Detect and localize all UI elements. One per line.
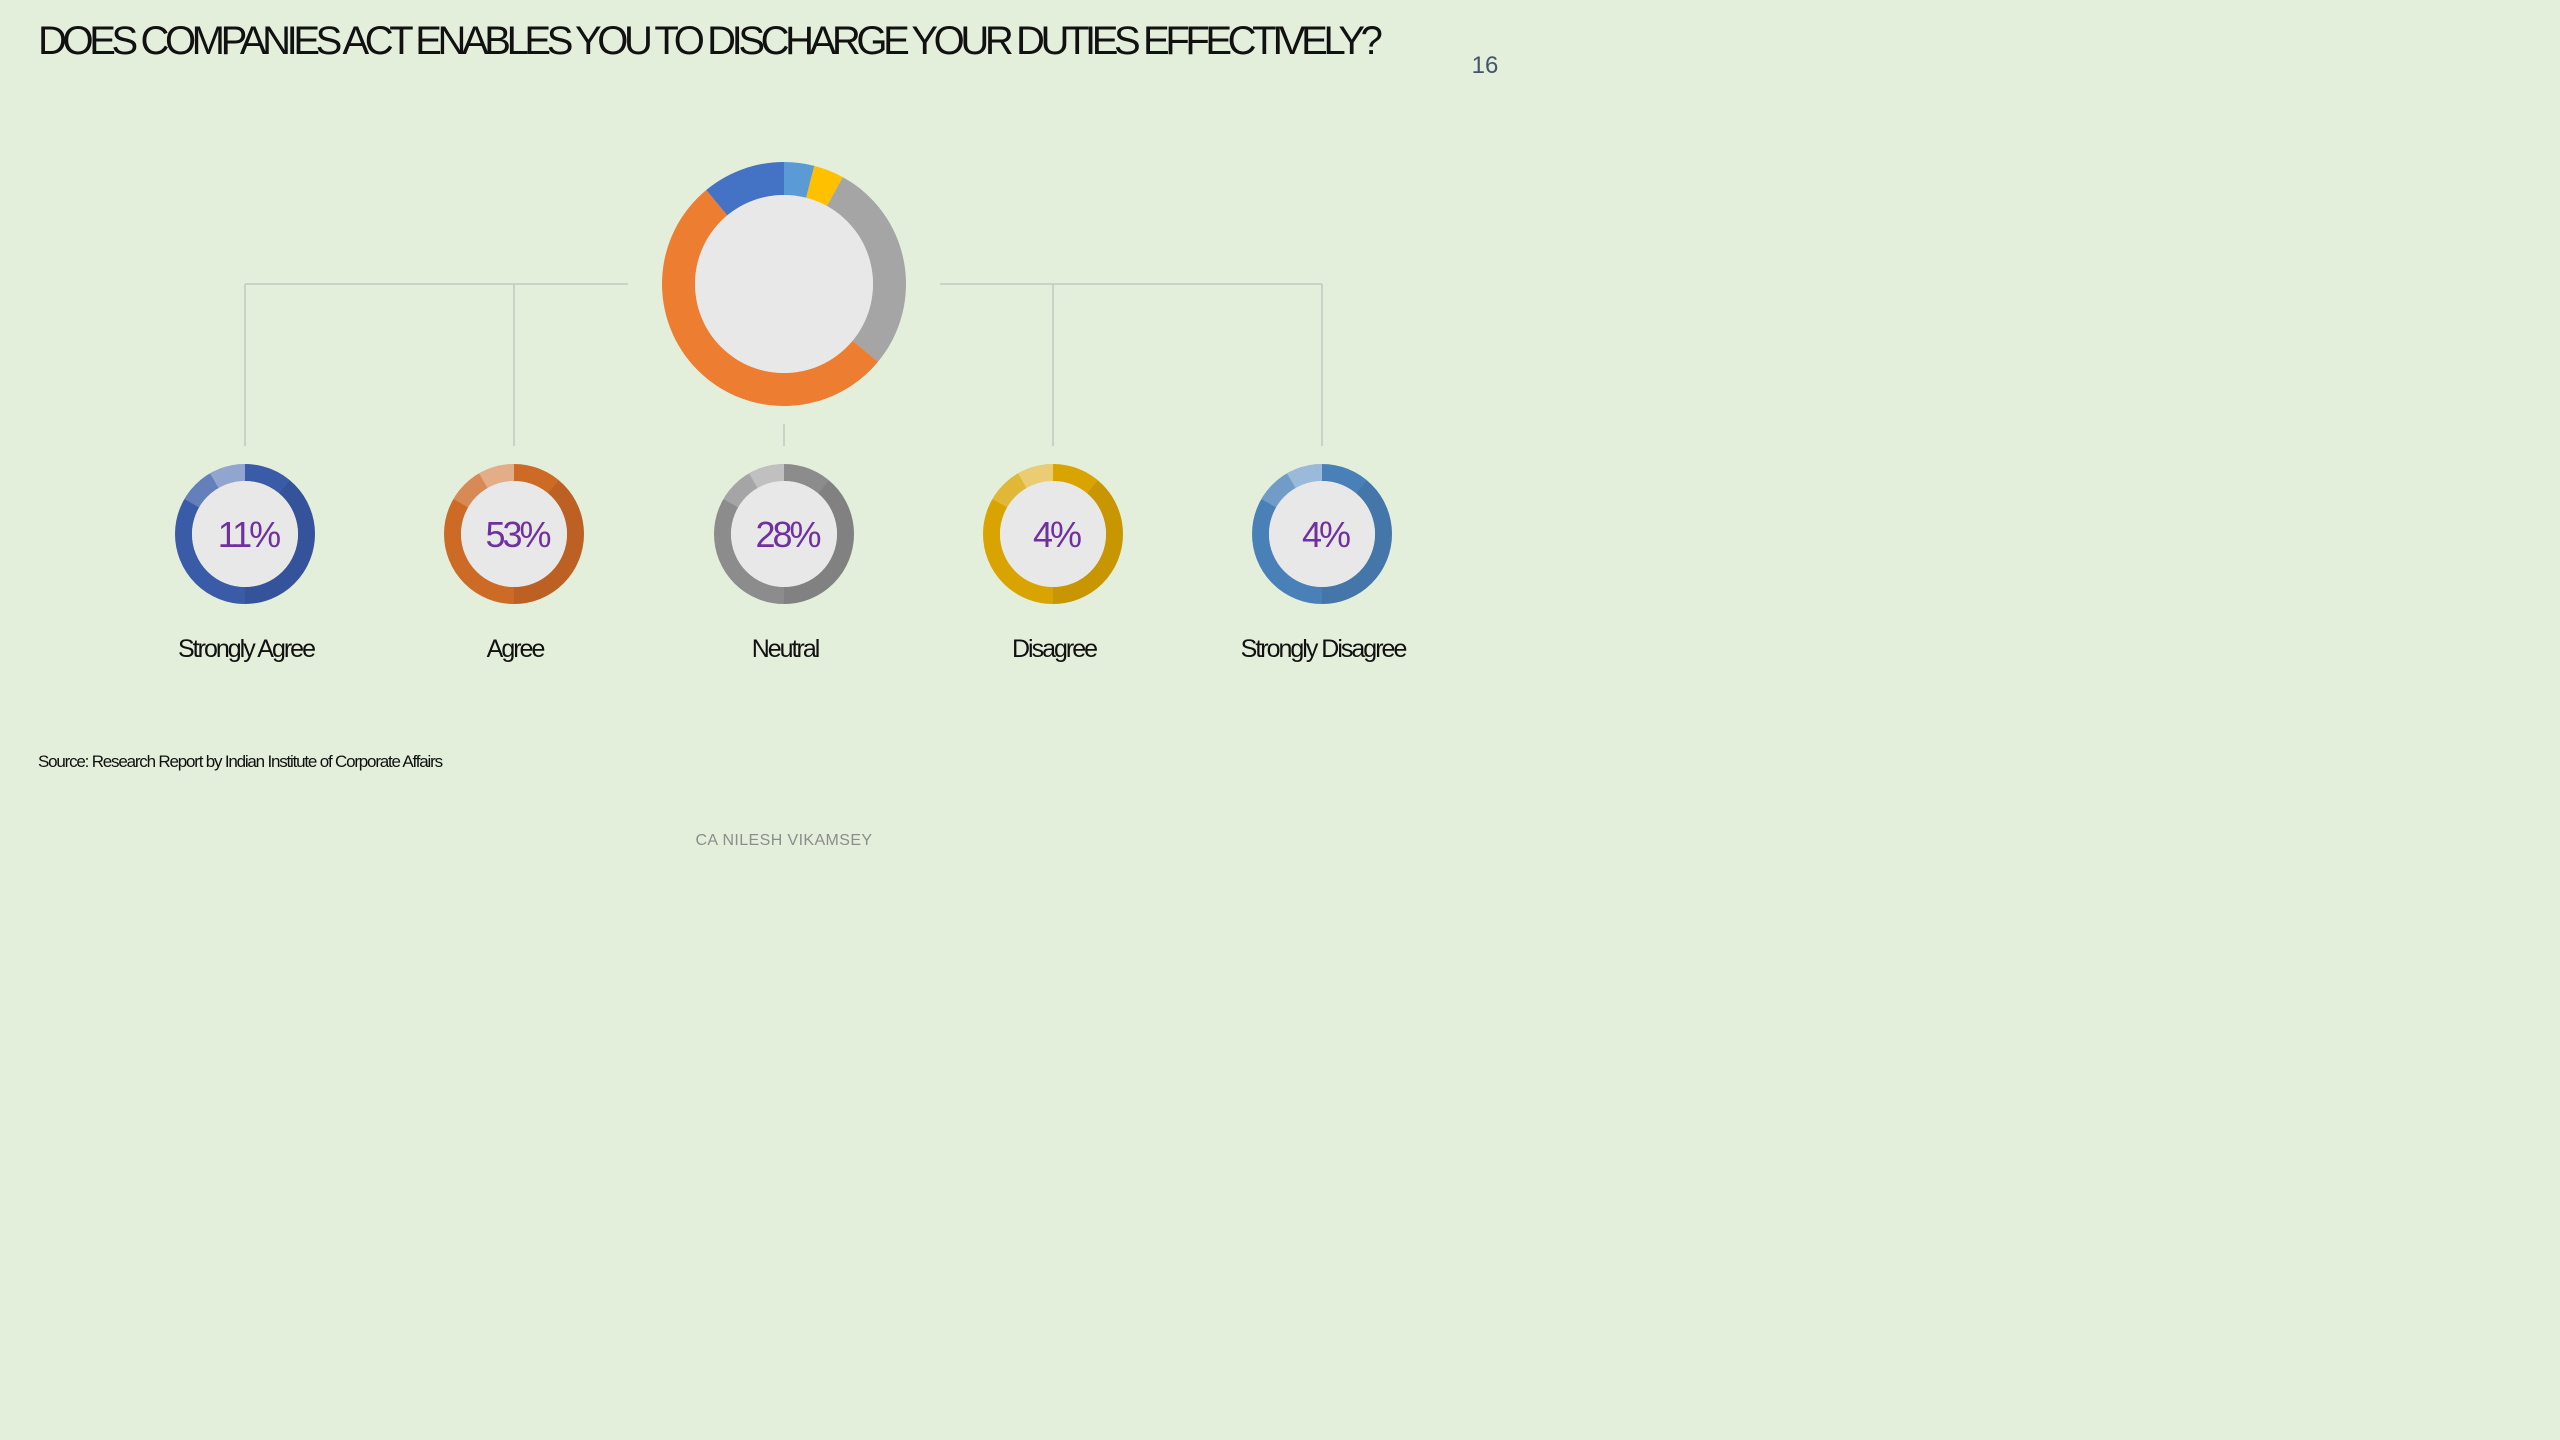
page-number: 16 <box>1471 52 1499 79</box>
overall-slice-neutral <box>826 177 906 362</box>
overall-donut <box>662 162 906 406</box>
category-donut-agree: 53% Agree <box>444 464 584 663</box>
category-label-disagree: Disagree <box>1012 635 1097 663</box>
category-donut-neutral: 28% Neutral <box>714 464 854 663</box>
value-label-strongly-disagree: 4% <box>1302 514 1350 555</box>
donut-highlight <box>210 464 245 489</box>
value-label-agree: 53% <box>485 514 550 555</box>
donut-shade <box>245 480 316 604</box>
donut-highlight <box>1018 464 1053 489</box>
donut-ring <box>444 464 584 604</box>
overall-donut-center <box>695 195 873 373</box>
value-label-neutral: 28% <box>755 514 820 555</box>
source-note: Source: Research Report by Indian Instit… <box>38 752 443 771</box>
donut-center <box>731 481 837 587</box>
donut-highlight <box>479 464 514 489</box>
value-label-strongly-agree: 11% <box>218 514 280 555</box>
donut-highlight <box>184 473 219 508</box>
footer-author: CA NILESH VIKAMSEY <box>695 832 873 849</box>
donut-highlight <box>992 473 1027 508</box>
donut-center <box>192 481 298 587</box>
overall-slice-strongly-disagree <box>784 162 815 198</box>
category-donut-disagree: 4% Disagree <box>983 464 1123 663</box>
value-label-disagree: 4% <box>1033 514 1081 555</box>
overall-slice-disagree <box>806 165 843 207</box>
donut-ring <box>1252 464 1392 604</box>
slide: DOES COMPANIES ACT ENABLES YOU TO DISCHA… <box>0 0 1568 882</box>
donut-highlight <box>723 473 758 508</box>
donut-shade <box>1322 480 1392 604</box>
category-donuts: 11% Strongly Agree 53% Agree 28% Neutral 4% Dis… <box>175 464 1408 663</box>
category-label-strongly-agree: Strongly Agree <box>178 635 315 663</box>
donut-ring <box>175 464 315 604</box>
category-donut-strongly-agree: 11% Strongly Agree <box>175 464 317 663</box>
donut-highlight <box>749 464 784 489</box>
category-label-agree: Agree <box>487 635 545 663</box>
donut-center <box>1269 481 1375 587</box>
overall-slice-strongly-agree <box>706 162 784 216</box>
donut-center <box>461 481 567 587</box>
slide-title: DOES COMPANIES ACT ENABLES YOU TO DISCHA… <box>38 19 1383 63</box>
donut-highlight <box>1261 473 1296 508</box>
donut-shade <box>514 480 584 604</box>
category-label-strongly-disagree: Strongly Disagree <box>1241 635 1407 663</box>
donut-ring <box>714 464 854 604</box>
donut-highlight <box>1287 464 1322 489</box>
connector-lines <box>244 283 1323 446</box>
survey-donut-chart: 11% Strongly Agree 53% Agree 28% Neutral 4% Dis… <box>175 162 1408 663</box>
donut-ring <box>983 464 1123 604</box>
category-donut-strongly-disagree: 4% Strongly Disagree <box>1241 464 1408 663</box>
overall-slice-agree <box>662 189 879 406</box>
donut-highlight <box>453 473 488 508</box>
donut-shade <box>784 480 854 604</box>
category-label-neutral: Neutral <box>752 635 819 663</box>
donut-center <box>1000 481 1106 587</box>
donut-shade <box>1053 480 1123 604</box>
